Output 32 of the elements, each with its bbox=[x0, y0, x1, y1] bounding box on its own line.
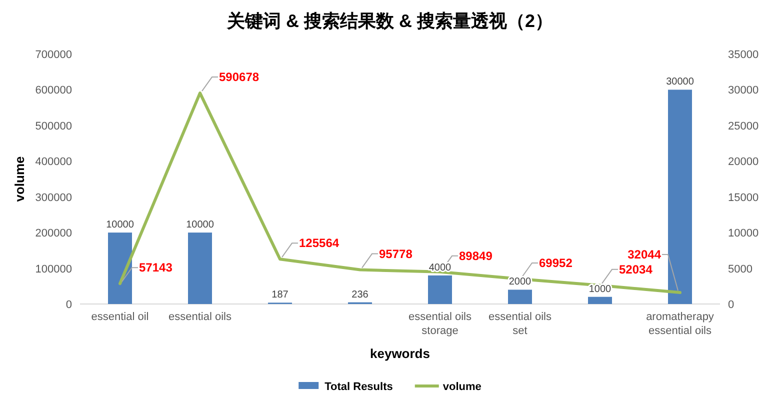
bar bbox=[108, 232, 132, 304]
category-label: aromatherapy essential oils bbox=[646, 311, 714, 337]
y-axis-title: volume bbox=[12, 156, 27, 202]
bar bbox=[588, 296, 612, 304]
bar bbox=[428, 275, 452, 304]
legend-label: Total Results bbox=[324, 381, 393, 393]
data-label: 95778 bbox=[379, 246, 413, 261]
category-label: essential oil bbox=[91, 311, 149, 323]
data-label: 57143 bbox=[139, 260, 173, 275]
bar bbox=[508, 290, 532, 304]
legend-label: volume bbox=[442, 381, 482, 393]
chart-title: 关键词 & 搜索结果数 & 搜索量透视（2） bbox=[226, 11, 554, 31]
category-label: essential oils set bbox=[488, 311, 552, 337]
category-label: essential oils bbox=[168, 311, 232, 323]
data-label: 187 bbox=[272, 290, 289, 301]
bar bbox=[668, 90, 692, 304]
data-label: 69952 bbox=[539, 256, 573, 270]
data-label: 125564 bbox=[299, 236, 340, 250]
data-label: 590678 bbox=[219, 70, 260, 84]
data-label: 32044 bbox=[628, 248, 662, 262]
data-label: 236 bbox=[352, 289, 369, 300]
data-label: 1000 bbox=[588, 284, 612, 295]
bar bbox=[188, 232, 212, 304]
data-label: 10000 bbox=[106, 220, 134, 231]
data-label: 89849 bbox=[459, 248, 493, 263]
axis-y2: 0 5000 10000 15000 20000 25000 30000 35000 bbox=[728, 49, 759, 311]
data-label: 10000 bbox=[186, 220, 214, 231]
category-label: essential oils storage bbox=[408, 311, 472, 337]
data-label: 30000 bbox=[666, 76, 694, 88]
axis-y: 0 100000 200000 300000 400000 500000 600000 700000 bbox=[35, 49, 72, 311]
data-label: 52034 bbox=[619, 262, 653, 276]
x-axis-title: keywords bbox=[370, 346, 430, 361]
